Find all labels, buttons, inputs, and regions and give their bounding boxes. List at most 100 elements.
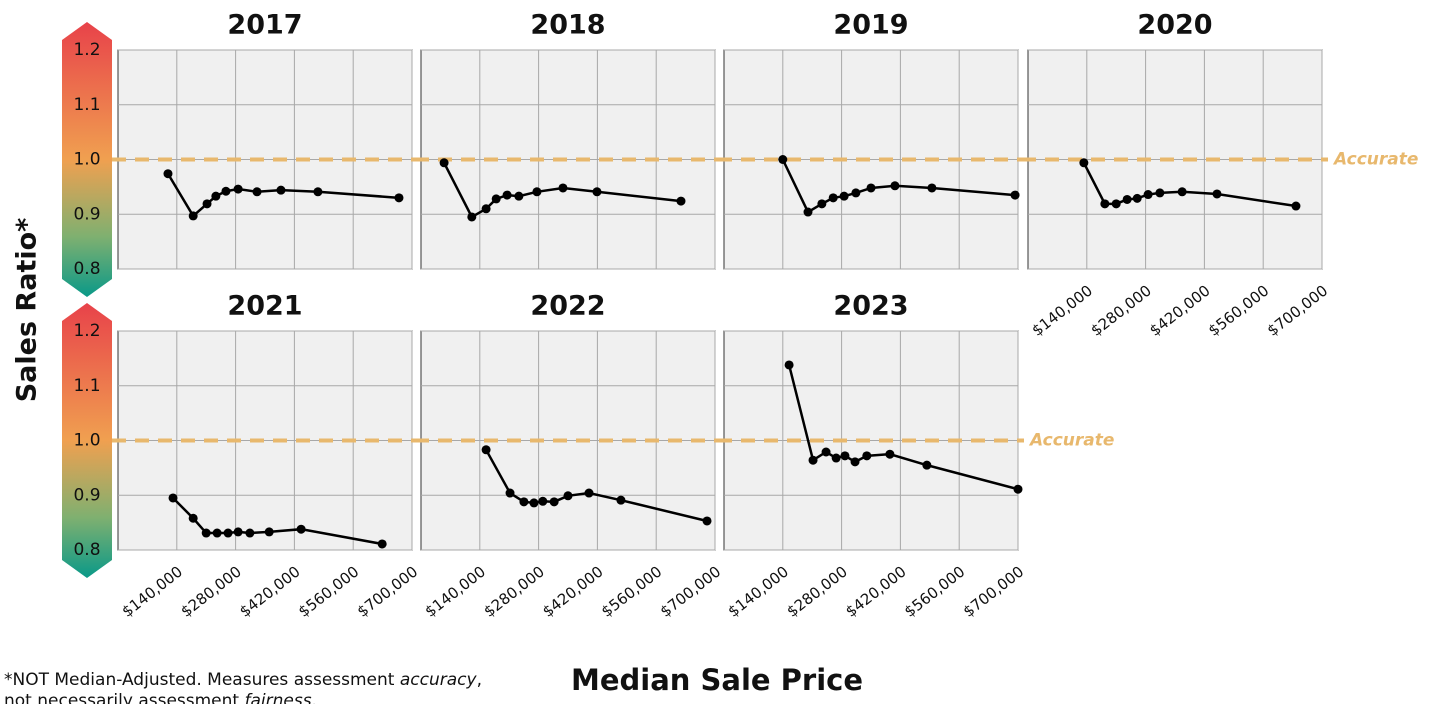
data-point [505, 488, 515, 498]
data-point [491, 194, 501, 204]
data-point [313, 187, 323, 197]
footnote: not necessarily assessment fairness. [4, 691, 317, 704]
x-tick-label: $700,000 [354, 563, 421, 621]
x-tick-label: $700,000 [1264, 282, 1331, 340]
data-point [481, 445, 491, 455]
data-point [168, 493, 178, 503]
panel-title: 2018 [530, 10, 605, 41]
data-point [202, 199, 212, 209]
data-point [817, 199, 827, 209]
x-tick-label: $140,000 [422, 563, 489, 621]
data-point [803, 207, 813, 217]
data-point [1177, 187, 1187, 197]
panel-title: 2022 [530, 291, 605, 322]
data-point [840, 451, 850, 461]
data-point [163, 169, 173, 179]
x-tick-label: $140,000 [119, 563, 186, 621]
data-point [1111, 199, 1121, 209]
data-point [394, 193, 404, 203]
x-tick-label: $420,000 [539, 563, 606, 621]
panel-title: 2021 [227, 291, 302, 322]
series-line [781, 158, 1016, 214]
series-line [485, 449, 708, 523]
data-point [922, 460, 932, 470]
axis-gradient [62, 303, 112, 578]
data-point [1100, 199, 1110, 209]
x-tick-label: $280,000 [1087, 282, 1154, 340]
x-tick-label: $280,000 [177, 563, 244, 621]
data-point [851, 188, 861, 198]
data-point [549, 497, 559, 507]
y-tick-label: 0.8 [73, 259, 100, 279]
data-point [538, 496, 548, 506]
series-line [172, 497, 383, 546]
footnote-part: fairness [244, 691, 311, 704]
data-point [502, 190, 512, 200]
data-point [558, 183, 568, 193]
panel-title: 2023 [833, 291, 908, 322]
data-point [223, 528, 233, 538]
data-point [866, 183, 876, 193]
data-point [1212, 189, 1222, 199]
data-point [1013, 484, 1023, 494]
y-tick-label: 1.0 [73, 431, 100, 451]
data-point [188, 513, 198, 523]
data-point [778, 155, 788, 164]
data-point [1010, 190, 1020, 200]
data-point [233, 527, 243, 537]
data-point [221, 186, 231, 196]
data-point [233, 184, 243, 194]
panel-title: 2017 [227, 10, 302, 41]
x-tick-label: $420,000 [842, 563, 909, 621]
data-point [1122, 194, 1132, 204]
data-point [702, 516, 712, 526]
y-tick-label: 1.2 [73, 321, 100, 341]
data-point [676, 196, 686, 206]
x-tick-label: $700,000 [960, 563, 1027, 621]
data-point [481, 204, 491, 214]
y-axis-label: Sales Ratio* [12, 218, 43, 403]
data-point [467, 212, 477, 222]
x-tick-label: $280,000 [783, 563, 850, 621]
data-point [839, 191, 849, 201]
data-point [529, 498, 539, 508]
footnote-part: accuracy [400, 670, 478, 690]
footnote-part: not necessarily assessment [4, 691, 244, 704]
x-tick-label: $420,000 [236, 563, 303, 621]
data-point [252, 187, 262, 197]
data-point [211, 191, 221, 201]
data-point [1079, 158, 1089, 168]
data-point [890, 181, 900, 191]
footnote: *NOT Median-Adjusted. Measures assessmen… [4, 670, 482, 690]
x-axis-label: Median Sale Price [571, 663, 863, 697]
data-point [519, 497, 529, 507]
series-line [787, 364, 1019, 491]
x-tick-label: $700,000 [657, 563, 724, 621]
data-point [927, 183, 937, 193]
data-point [264, 527, 274, 537]
data-point [532, 187, 542, 197]
series-line [442, 162, 682, 219]
data-point [808, 455, 818, 465]
data-point [514, 191, 524, 201]
series-line [166, 173, 400, 218]
y-tick-label: 0.8 [73, 540, 100, 560]
footnote-part: , [477, 670, 482, 690]
data-point [439, 158, 449, 168]
data-point [1155, 188, 1165, 198]
x-tick-label: $560,000 [1205, 282, 1272, 340]
data-point [1132, 193, 1142, 203]
data-point [784, 360, 794, 370]
x-tick-label: $420,000 [1146, 282, 1213, 340]
data-point [850, 457, 860, 467]
data-point [885, 449, 895, 459]
x-tick-label: $560,000 [598, 563, 665, 621]
x-tick-label: $560,000 [295, 563, 362, 621]
axis-gradient [62, 22, 112, 297]
x-tick-label: $280,000 [480, 563, 547, 621]
data-point [616, 495, 626, 505]
data-point [245, 528, 255, 538]
data-point [828, 193, 838, 203]
y-tick-label: 1.0 [73, 150, 100, 170]
